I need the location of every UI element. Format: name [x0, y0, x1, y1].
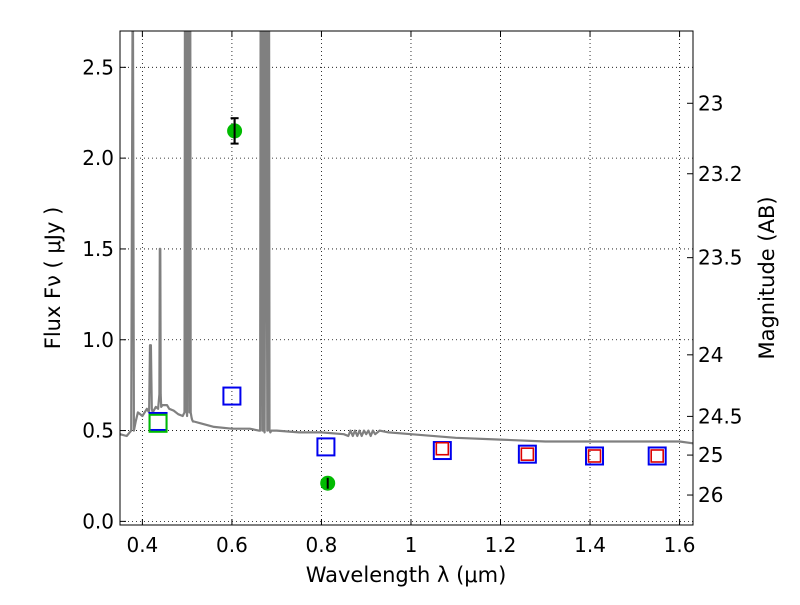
x-tick-label: 1.6 — [664, 533, 696, 557]
x-axis-label: Wavelength λ (μm) — [306, 563, 507, 587]
grid — [120, 31, 693, 525]
magnitude-tick-label: 26 — [698, 483, 723, 507]
spectrum-line — [120, 31, 693, 445]
y2-axis-label: Magnitude (AB) — [755, 196, 779, 359]
magnitude-tick-label: 24.5 — [698, 404, 743, 428]
photometry-square — [517, 444, 537, 464]
axis-ticks — [120, 31, 693, 525]
magnitude-tick-label: 23.2 — [698, 162, 743, 186]
magnitude-tick-label: 23.5 — [698, 246, 743, 270]
plot-area — [120, 31, 693, 491]
x-tick-label: 0.6 — [216, 533, 248, 557]
x-tick-label: 0.8 — [306, 533, 338, 557]
photometry-square — [650, 449, 664, 463]
y-tick-label: 1.5 — [82, 237, 114, 261]
photometry-square — [435, 441, 450, 456]
photometry-square — [316, 437, 336, 457]
photometry-square — [587, 449, 602, 463]
y-tick-label: 0.0 — [82, 509, 114, 533]
tick-labels: 0.4 0.6 0.8 1 1.2 1.4 1.6 0.0 0.5 1.0 1.5 2.0 2.5 23 2… — [82, 55, 742, 557]
magnitude-tick-label: 25 — [698, 443, 723, 467]
plot-frame — [119, 30, 694, 526]
magnitude-tick-label: 23 — [698, 91, 723, 115]
y-tick-label: 1.0 — [82, 328, 114, 352]
y-tick-label: 0.5 — [82, 419, 114, 443]
photometry-square — [222, 386, 242, 406]
photometry-square — [148, 413, 168, 433]
photometry-square — [647, 446, 667, 466]
y-tick-label: 2.0 — [82, 146, 114, 170]
y-axis-label: Flux Fν ( μJy ) — [41, 207, 65, 350]
photometry-square — [585, 446, 605, 466]
x-tick-label: 0.4 — [126, 533, 158, 557]
magnitude-tick-label: 24 — [698, 343, 723, 367]
x-tick-label: 1.2 — [485, 533, 517, 557]
y-tick-label: 2.5 — [82, 55, 114, 79]
x-tick-label: 1.4 — [574, 533, 606, 557]
x-tick-label: 1 — [405, 533, 418, 557]
photometry-square — [520, 447, 535, 461]
